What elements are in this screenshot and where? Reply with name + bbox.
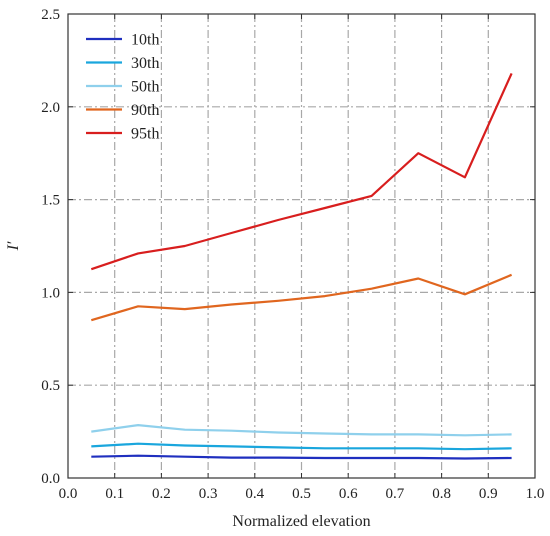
legend: 10th 30th 50th 90th 95th	[86, 32, 159, 143]
series-line-30th	[91, 442, 512, 451]
x-tick-labels: 0.0 0.1 0.2 0.3 0.4 0.5 0.6 0.7 0.8 0.9 1.0	[59, 486, 545, 502]
series-line-90th	[90, 273, 513, 322]
y-tick-label: 0.0	[41, 471, 60, 487]
x-tick-label: 0.5	[292, 486, 311, 502]
legend-label-90th: 90th	[131, 102, 159, 119]
axis-ticks	[67, 13, 536, 479]
legend-label-95th: 95th	[131, 126, 159, 143]
y-tick-labels: 0.0 0.5 1.0 1.5 2.0 2.5	[41, 7, 60, 487]
y-axis-label: I′	[5, 241, 22, 251]
series-line-50th	[91, 424, 512, 437]
y-tick-label: 2.0	[41, 100, 60, 116]
x-tick-label: 0.8	[432, 486, 451, 502]
y-tick-label: 1.5	[41, 193, 60, 209]
series-lines	[90, 72, 513, 460]
series-line-95th	[90, 72, 513, 271]
x-tick-label: 0.4	[245, 486, 264, 502]
legend-label-30th: 30th	[131, 55, 159, 72]
x-tick-label: 0.3	[199, 486, 218, 502]
series-line-10th	[91, 454, 512, 460]
x-tick-label: 0.6	[339, 486, 358, 502]
x-tick-label: 1.0	[526, 486, 545, 502]
legend-label-50th: 50th	[131, 79, 159, 96]
x-axis-label: Normalized elevation	[232, 513, 370, 530]
y-tick-label: 0.5	[41, 378, 60, 394]
x-tick-label: 0.1	[105, 486, 124, 502]
x-tick-label: 0.0	[59, 486, 78, 502]
x-tick-label: 0.2	[152, 486, 171, 502]
y-tick-label: 2.5	[41, 7, 60, 23]
x-tick-label: 0.9	[479, 486, 498, 502]
y-tick-label: 1.0	[41, 285, 60, 301]
legend-label-10th: 10th	[131, 32, 159, 49]
x-tick-label: 0.7	[386, 486, 405, 502]
